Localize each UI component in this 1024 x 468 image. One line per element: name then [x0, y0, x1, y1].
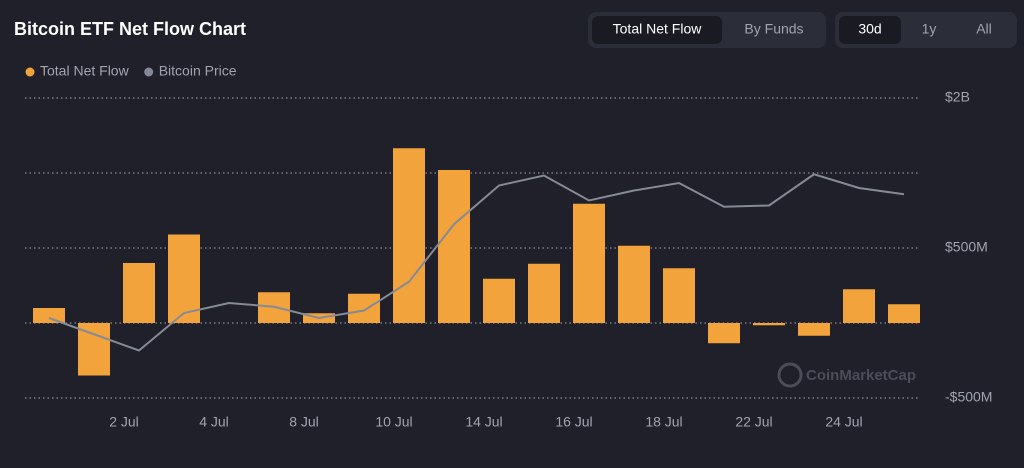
bar	[888, 304, 920, 323]
x-tick-label: 8 Jul	[289, 414, 319, 430]
y-tick-label: $2B	[945, 89, 970, 105]
bar	[393, 148, 425, 323]
bar	[573, 203, 605, 323]
x-tick-label: 18 Jul	[645, 414, 682, 430]
legend-label: Total Net Flow	[40, 63, 130, 79]
y-tick-label: -$500M	[945, 389, 992, 405]
bar	[78, 323, 110, 376]
bar	[663, 268, 695, 323]
bar	[123, 263, 155, 323]
bar	[483, 278, 515, 323]
tab[interactable]: Total Net Flow	[613, 21, 703, 37]
range[interactable]: 1y	[922, 21, 937, 37]
x-tick-label: 24 Jul	[825, 414, 862, 430]
x-tick-label: 4 Jul	[199, 414, 229, 430]
bar	[753, 323, 785, 326]
y-tick-label: $500M	[945, 239, 988, 255]
watermark-logo	[777, 362, 803, 388]
bar	[798, 323, 830, 336]
chart-title: Bitcoin ETF Net Flow Chart	[14, 19, 246, 39]
range[interactable]: All	[976, 21, 992, 37]
bar	[168, 234, 200, 323]
bar	[348, 293, 380, 323]
bar	[843, 289, 875, 323]
watermark: CoinMarketCap	[806, 367, 916, 384]
x-tick-label: 14 Jul	[465, 414, 502, 430]
bar	[618, 245, 650, 323]
tab-active[interactable]	[592, 16, 722, 44]
bar	[528, 263, 560, 323]
legend-swatch	[25, 67, 35, 77]
x-tick-label: 10 Jul	[375, 414, 412, 430]
x-tick-label: 22 Jul	[735, 414, 772, 430]
price-line	[48, 173, 905, 352]
x-tick-label: 16 Jul	[555, 414, 592, 430]
tab[interactable]: By Funds	[744, 21, 803, 37]
range[interactable]: 30d	[858, 21, 881, 37]
x-tick-label: 2 Jul	[109, 414, 139, 430]
range-active[interactable]	[839, 16, 901, 44]
legend-label: Bitcoin Price	[159, 63, 237, 79]
bar	[438, 170, 470, 323]
bar	[33, 308, 65, 323]
bar	[708, 323, 740, 344]
legend-swatch	[144, 67, 154, 77]
